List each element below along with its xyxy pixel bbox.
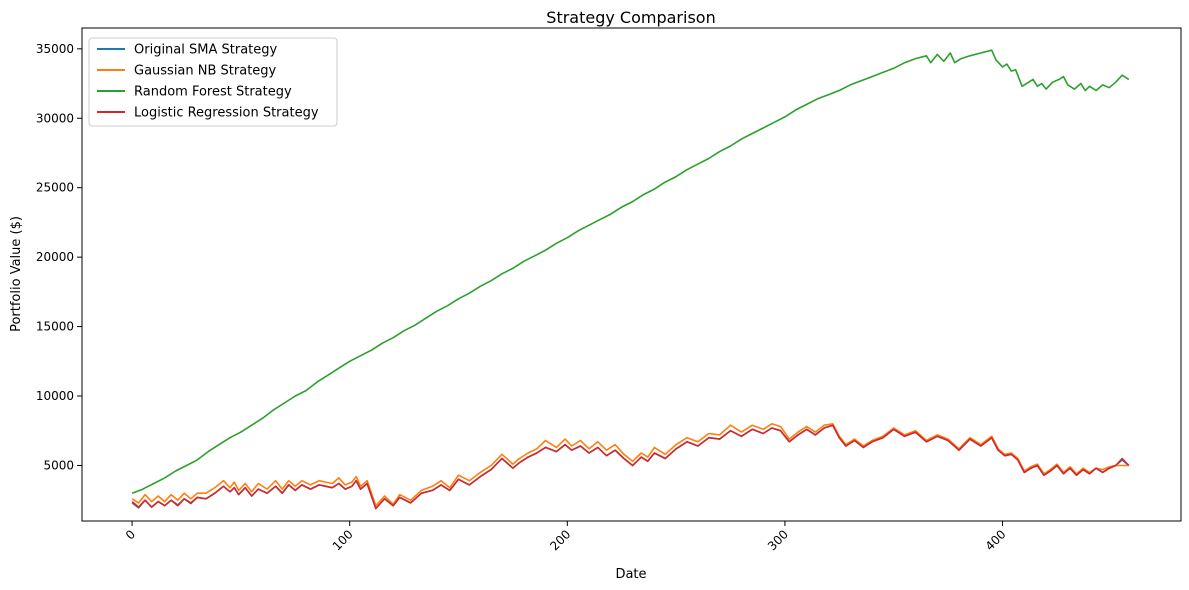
legend-label-3: Logistic Regression Strategy xyxy=(134,106,319,121)
y-tick-label-2: 15000 xyxy=(36,320,74,334)
y-tick-label-0: 5000 xyxy=(43,458,74,472)
y-tick-label-6: 35000 xyxy=(36,42,74,56)
series-line-2 xyxy=(131,49,1130,494)
y-axis-ticks: 5000 10000 15000 20000 25000 30000 35000 xyxy=(36,42,82,472)
y-tick-label-4: 25000 xyxy=(36,181,74,195)
series-line-3 xyxy=(131,424,1130,510)
y-tick-label-3: 20000 xyxy=(36,250,74,264)
legend-label-0: Original SMA Strategy xyxy=(134,43,278,58)
y-axis-label: Portfolio Value ($) xyxy=(9,216,24,332)
legend: Original SMA Strategy Gaussian NB Strateg… xyxy=(88,37,338,127)
y-tick-label-1: 10000 xyxy=(36,389,74,403)
x-axis-label: Date xyxy=(615,567,646,582)
plot-area-frame xyxy=(81,27,1182,522)
legend-label-2: Random Forest Strategy xyxy=(134,85,292,100)
chart-title: Strategy Comparison xyxy=(546,8,715,27)
legend-label-1: Gaussian NB Strategy xyxy=(134,64,277,79)
y-tick-label-5: 30000 xyxy=(36,111,74,125)
plot-lines xyxy=(131,49,1130,510)
legend-box xyxy=(88,37,338,127)
